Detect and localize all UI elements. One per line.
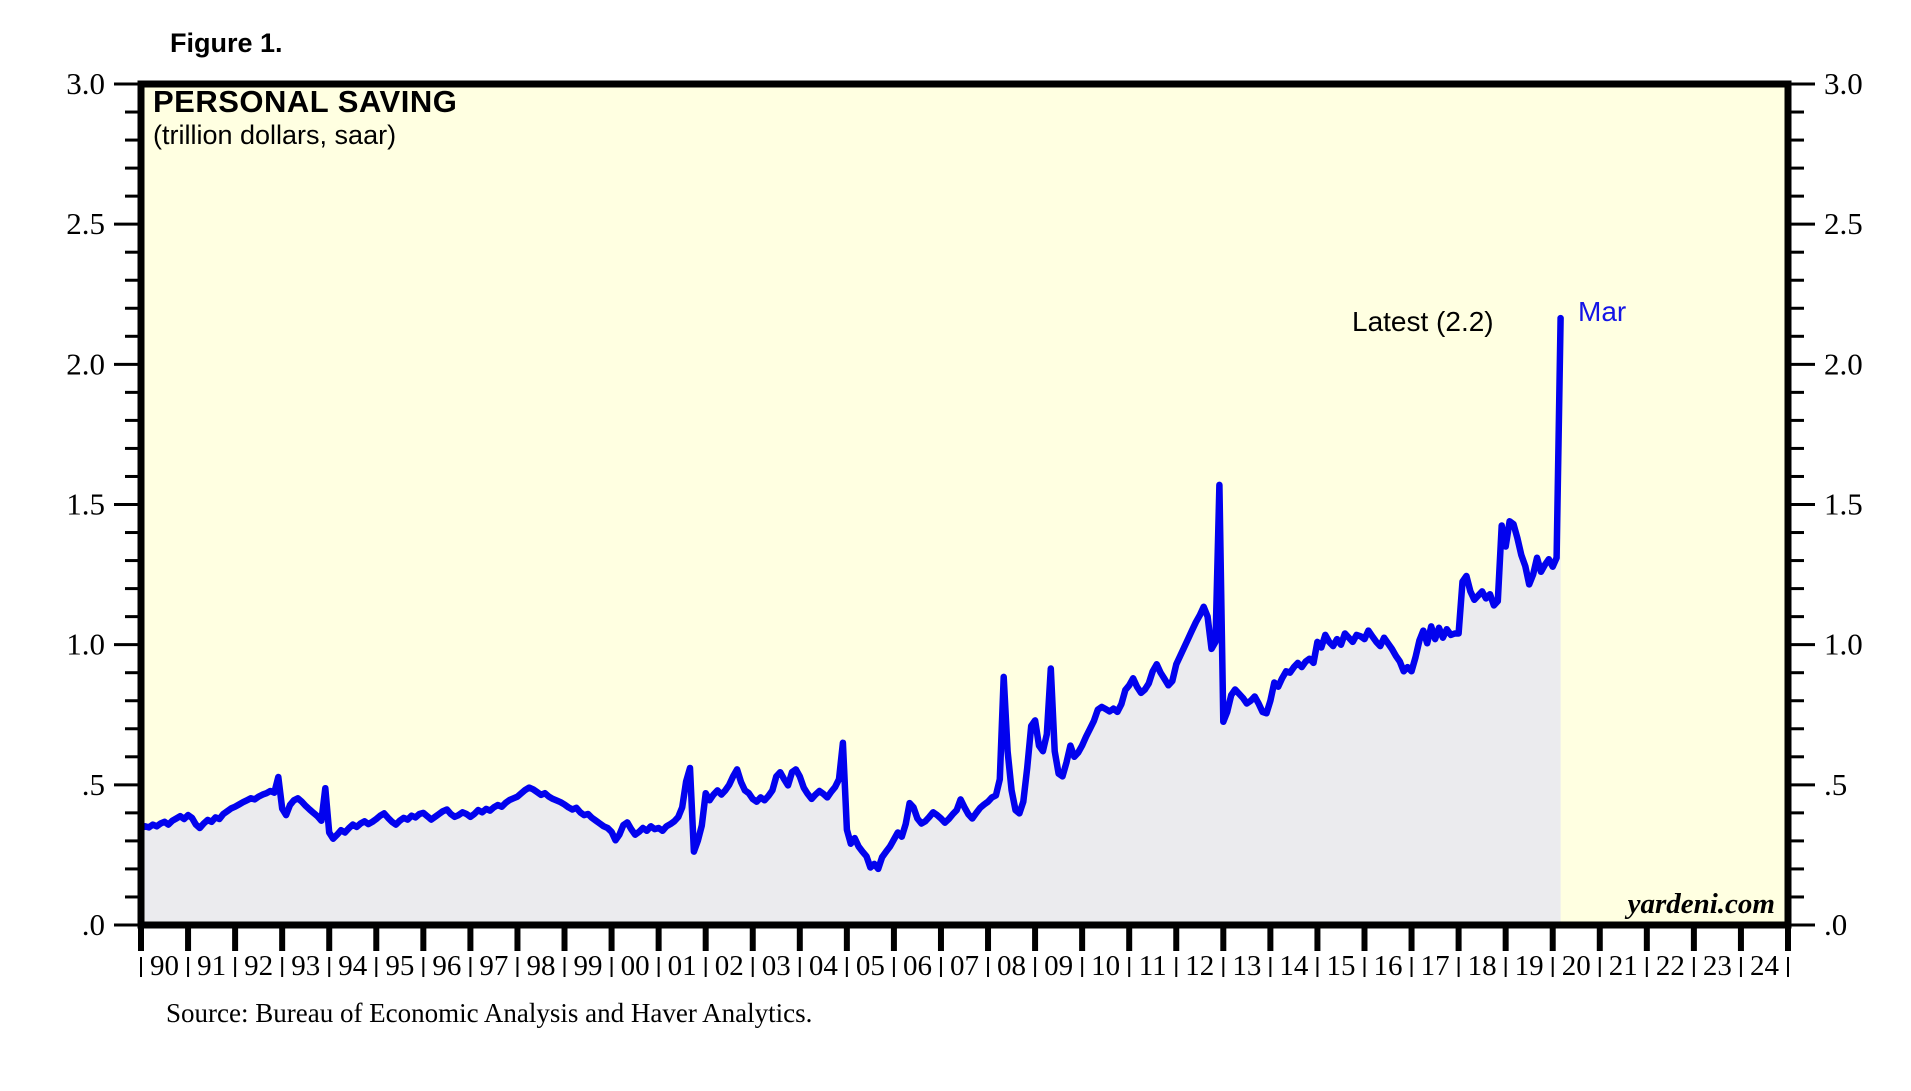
x-axis-year-label: 06 — [903, 950, 932, 982]
x-axis-year-label: 99 — [574, 950, 603, 982]
x-axis-year-label: 18 — [1468, 950, 1497, 982]
y-axis-label-right: .5 — [1824, 767, 1847, 802]
x-axis-year-label: 16 — [1374, 950, 1403, 982]
y-axis-label-right: 2.0 — [1824, 346, 1863, 381]
y-axis-label-left: 3.0 — [66, 66, 105, 101]
x-axis-year-label: 05 — [856, 950, 885, 982]
x-axis-year-label: 15 — [1326, 950, 1355, 982]
x-axis-year-label: 92 — [244, 950, 273, 982]
y-axis-label-right: 3.0 — [1824, 66, 1863, 101]
x-axis-year-label: 21 — [1609, 950, 1638, 982]
y-axis-label-right: 1.0 — [1824, 627, 1863, 662]
y-axis-label-right: 1.5 — [1824, 487, 1863, 522]
y-axis-label-left: 2.0 — [66, 346, 105, 381]
chart-title: PERSONAL SAVING — [153, 84, 458, 119]
x-axis-year-label: 11 — [1139, 950, 1167, 982]
personal-saving-line — [137, 314, 1564, 873]
y-axis-label-right: .0 — [1824, 907, 1847, 942]
x-axis-year-label: 08 — [997, 950, 1026, 982]
x-axis-year-label: 12 — [1185, 950, 1214, 982]
x-axis-year-label: 19 — [1515, 950, 1544, 982]
x-axis-year-label: 20 — [1562, 950, 1591, 982]
plot-border — [137, 80, 1792, 929]
x-axis-year-label: 96 — [432, 950, 461, 982]
month-annotation: Mar — [1578, 296, 1627, 327]
y-axis-label-right: 2.5 — [1824, 206, 1863, 241]
chart-subtitle: (trillion dollars, saar) — [153, 120, 397, 150]
source-note: Source: Bureau of Economic Analysis and … — [166, 998, 813, 1028]
x-axis-year-label: 03 — [762, 950, 791, 982]
x-axis-year-label: 13 — [1232, 950, 1261, 982]
y-axis-label-left: 1.0 — [66, 627, 105, 662]
x-axis-year-label: 97 — [479, 950, 508, 982]
x-axis-year-label: 07 — [950, 950, 979, 982]
x-axis-year-label: 95 — [385, 950, 414, 982]
series-area-fill — [141, 318, 1561, 926]
x-axis-year-label: 22 — [1656, 950, 1685, 982]
x-axis-year-label: 98 — [526, 950, 555, 982]
x-axis-year-label: 24 — [1750, 950, 1780, 982]
y-axis-label-left: .5 — [82, 767, 105, 802]
y-axis-label-left: 1.5 — [66, 487, 105, 522]
x-axis-year-label: 90 — [150, 950, 179, 982]
x-axis-year-label: 14 — [1279, 950, 1309, 982]
y-axis-label-left: 2.5 — [66, 206, 105, 241]
x-axis-year-label: 17 — [1421, 950, 1450, 982]
x-axis-year-label: 01 — [668, 950, 697, 982]
figure-label: Figure 1. — [170, 28, 283, 58]
x-axis-year-label: 09 — [1044, 950, 1073, 982]
x-axis-year-label: 00 — [621, 950, 650, 982]
x-axis-year-label: 94 — [338, 950, 368, 982]
x-axis-year-label: 10 — [1091, 950, 1120, 982]
x-axis-year-label: 23 — [1703, 950, 1732, 982]
x-axis-year-label: 02 — [715, 950, 744, 982]
latest-annotation: Latest (2.2) — [1352, 306, 1494, 337]
x-axis-year-label: 04 — [809, 950, 839, 982]
x-axis-year-label: 93 — [291, 950, 320, 982]
y-axis-label-left: .0 — [82, 907, 105, 942]
x-axis-year-label: 91 — [197, 950, 226, 982]
watermark: yardeni.com — [1627, 888, 1775, 920]
